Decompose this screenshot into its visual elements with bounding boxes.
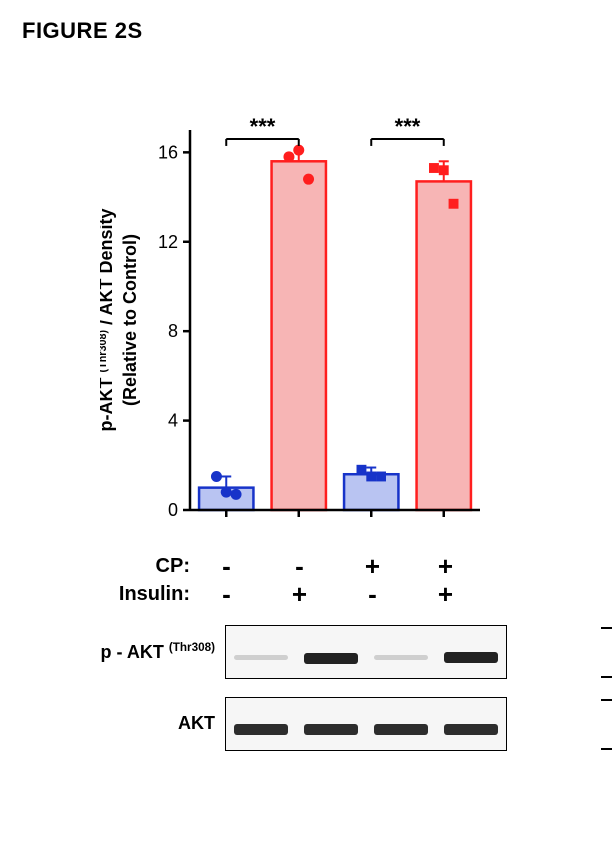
data-point	[429, 163, 439, 173]
data-point	[303, 174, 314, 185]
data-point	[357, 465, 367, 475]
blot-label: AKT	[55, 714, 225, 734]
band	[234, 655, 287, 660]
data-point	[221, 487, 232, 498]
band	[304, 724, 357, 735]
treatment-row-name: Insulin:	[82, 583, 190, 606]
band	[444, 724, 497, 735]
y-tick-label: 12	[158, 232, 178, 252]
sig-label: ***	[395, 114, 421, 139]
treatment-row: CP:--++	[82, 552, 482, 580]
figure-title: FIGURE 2S	[22, 18, 143, 44]
blot-row: AKT75 kDa50 kDa	[55, 697, 595, 751]
band	[444, 652, 497, 663]
y-tick-label: 0	[168, 500, 178, 520]
band	[304, 653, 357, 664]
y-tick-label: 16	[158, 142, 178, 162]
band	[374, 655, 427, 660]
chart-svg: 0 4 8 12 16 *** *** p-AKT (Thr308) / AKT Densit…	[100, 110, 500, 550]
treatment-cell: +	[336, 555, 409, 577]
treatment-row: Insulin:-+-+	[82, 580, 482, 608]
data-point	[439, 165, 449, 175]
treatment-cell: +	[409, 583, 482, 605]
y-axis-label-line1: p-AKT (Thr308) / AKT Density	[100, 209, 116, 432]
mw-labels: 75 kDa50 kDa	[601, 691, 612, 757]
treatment-cell: +	[263, 583, 336, 605]
blot-row: p - AKT (Thr308)75 kDa50 kDa	[55, 625, 595, 679]
y-tick-label: 4	[168, 411, 178, 431]
mw-labels: 75 kDa50 kDa	[601, 619, 612, 685]
data-point	[376, 472, 386, 482]
blot-box	[225, 625, 507, 679]
treatment-cell: -	[336, 583, 409, 605]
data-point	[283, 151, 294, 162]
data-point	[449, 199, 459, 209]
data-point	[293, 145, 304, 156]
band	[374, 724, 427, 735]
blot-label: p - AKT (Thr308)	[55, 642, 225, 663]
sig-label: ***	[250, 114, 276, 139]
band	[234, 724, 287, 735]
treatment-row-name: CP:	[82, 555, 190, 578]
blot-box	[225, 697, 507, 751]
treatment-cell: +	[409, 555, 482, 577]
bar-chart: 0 4 8 12 16 *** *** p-AKT (Thr308) / AKT Densit…	[100, 110, 500, 550]
treatment-cell: -	[190, 555, 263, 577]
bar	[417, 181, 471, 510]
treatment-cell: -	[190, 583, 263, 605]
data-point	[211, 471, 222, 482]
treatment-cell: -	[263, 555, 336, 577]
data-point	[231, 489, 242, 500]
y-axis-label-line2: (Relative to Control)	[120, 234, 140, 406]
bar	[272, 161, 326, 510]
y-tick-label: 8	[168, 321, 178, 341]
data-point	[366, 472, 376, 482]
